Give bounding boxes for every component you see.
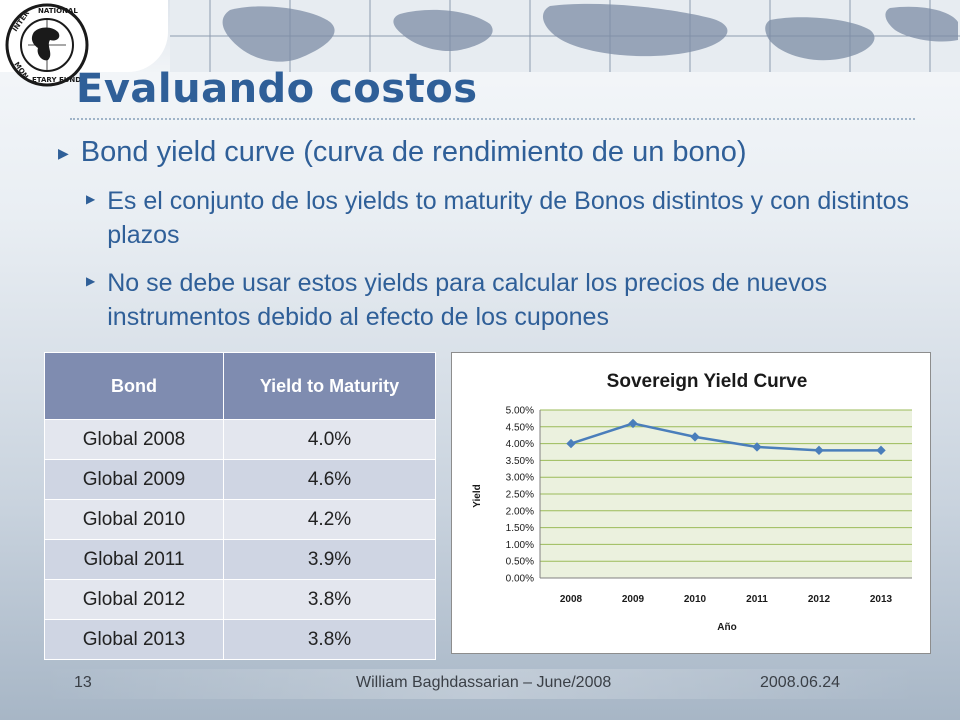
yield-table: Bond Yield to Maturity Global 2008 4.0% … [44,352,436,660]
slide-title: Evaluando costos [76,66,478,112]
column-header-yield: Yield to Maturity [223,352,436,420]
bullet-main: ▶ Bond yield curve (curva de rendimiento… [58,136,747,169]
y-tick-label: 0.50% [506,557,534,568]
footer-author: William Baghdassarian – June/2008 [356,674,612,691]
table-header-row: Bond Yield to Maturity [44,352,436,420]
chart-title: Sovereign Yield Curve [607,371,808,392]
y-tick-label: 4.50% [506,422,534,433]
data-point [690,432,700,442]
table-row: Global 2009 4.6% [44,459,436,500]
y-tick-label: 4.00% [506,439,534,450]
bullet-sub-2-text: No se debe usar estos yields para calcul… [107,269,828,331]
footer-date: 2008.06.24 [760,674,841,691]
logo-area: INTER NATIONAL MON ETARY FUND [0,0,168,87]
y-tick-label: 2.50% [506,490,534,501]
footer-bar [40,669,920,699]
x-tick-label: 2011 [746,594,768,605]
bullet-arrow-icon: ▶ [86,192,96,206]
bond-cell: Global 2013 [44,619,224,660]
bond-cell: Global 2012 [44,579,224,620]
bond-cell: Global 2010 [44,499,224,540]
y-tick-label: 3.50% [506,456,534,467]
data-point [876,445,886,456]
table-row: Global 2012 3.8% [44,579,436,620]
bullet-arrow-icon: ▶ [86,274,96,288]
y-tick-label: 3.00% [506,473,534,484]
data-point [814,445,824,456]
table-row: Global 2011 3.9% [44,539,436,580]
bullet-arrow-icon: ▶ [58,146,69,162]
x-tick-label: 2013 [870,594,893,605]
table-row: Global 2008 4.0% [44,419,436,460]
bullet-main-text: Bond yield curve (curva de rendimiento d… [80,136,747,168]
table-row: Global 2013 3.8% [44,619,436,660]
yield-cell: 3.8% [223,579,436,620]
series-line [570,422,881,452]
bullet-sub-1: ▶ Es el conjunto de los yields to maturi… [86,184,916,252]
x-tick-label: 2008 [560,594,583,605]
bullet-sub-2: ▶ No se debe usar estos yields para calc… [86,266,916,334]
yield-curve-chart: Sovereign Yield Curve Yield Año 0.00% 0.5… [472,371,912,633]
yield-cell: 3.8% [223,619,436,660]
world-map-banner [170,0,960,72]
bullet-sub-1-text: Es el conjunto de los yields to maturity… [107,187,910,249]
table-row: Global 2010 4.2% [44,499,436,540]
data-point [752,442,762,452]
bond-cell: Global 2008 [44,419,224,460]
yield-cell: 4.0% [223,419,436,460]
column-header-bond: Bond [44,352,224,420]
y-tick-label: 2.00% [506,506,534,517]
bond-cell: Global 2011 [44,539,224,580]
yield-cell: 3.9% [223,539,436,580]
yield-cell: 4.6% [223,459,436,500]
y-tick-label: 5.00% [506,406,534,417]
chart-container: Sovereign Yield Curve Yield Año 0.00% 0.5… [451,352,931,654]
y-tick-label: 1.50% [506,523,534,534]
yield-cell: 4.2% [223,499,436,540]
x-tick-label: 2012 [808,594,831,605]
data-point [566,438,576,449]
svg-text:NATIONAL: NATIONAL [38,7,78,15]
bond-cell: Global 2009 [44,459,224,500]
x-tick-label: 2009 [622,594,645,605]
y-axis-label: Yield [472,484,483,508]
x-axis-label: Año [717,622,736,633]
data-point [628,418,638,429]
y-tick-label: 1.00% [506,540,534,551]
svg-text:ETARY FUND: ETARY FUND [32,76,81,84]
imf-logo: INTER NATIONAL MON ETARY FUND [5,3,89,87]
x-tick-label: 2010 [684,594,707,605]
y-tick-label: 0.00% [506,574,534,585]
title-divider [70,118,915,120]
page-number: 13 [74,674,92,691]
